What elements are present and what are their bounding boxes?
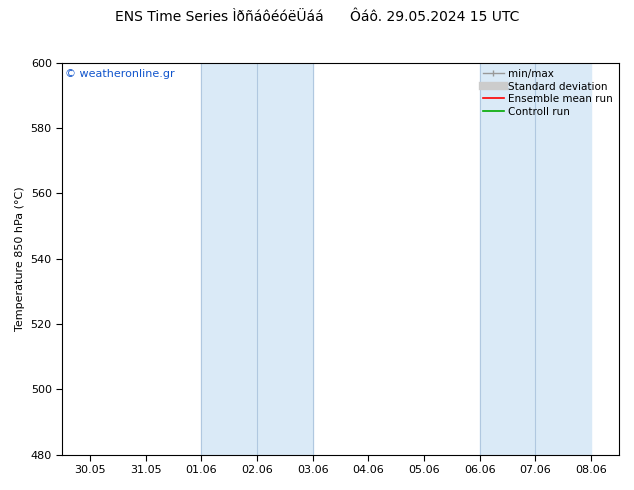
Legend: min/max, Standard deviation, Ensemble mean run, Controll run: min/max, Standard deviation, Ensemble me… <box>480 66 616 120</box>
Y-axis label: Temperature 850 hPa (°C): Temperature 850 hPa (°C) <box>15 186 25 331</box>
Text: ENS Time Series ÌðñáôéóëÜáá      Ôáô. 29.05.2024 15 UTC: ENS Time Series ÌðñáôéóëÜáá Ôáô. 29.05.2… <box>115 10 519 24</box>
Bar <box>480 63 591 455</box>
Bar <box>202 63 313 455</box>
Text: © weatheronline.gr: © weatheronline.gr <box>65 69 174 78</box>
